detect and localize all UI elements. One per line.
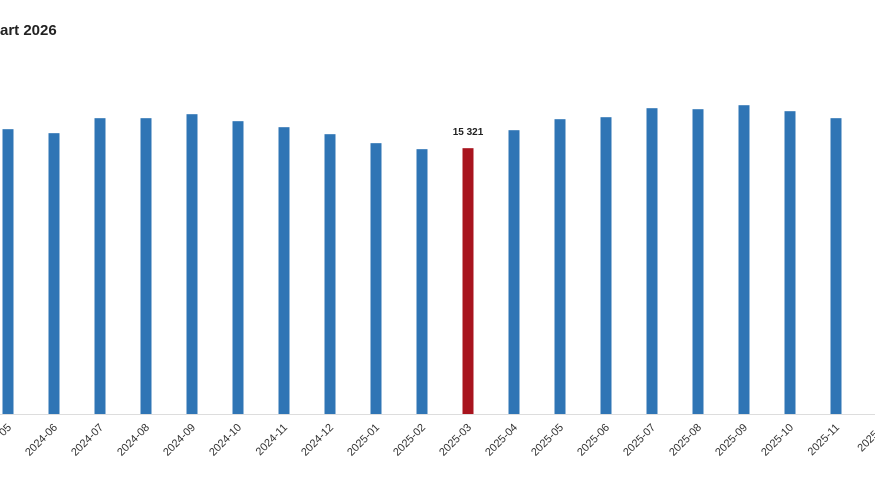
- bar: [830, 118, 842, 415]
- bar: [370, 143, 382, 414]
- x-tick-label: 05: [0, 422, 14, 439]
- x-tick-label: 2024-12: [299, 422, 336, 459]
- x-tick-label: 2024-10: [207, 422, 244, 459]
- bar: [140, 118, 152, 415]
- x-tick-label: 2025-05: [529, 422, 566, 459]
- bar: [784, 111, 796, 414]
- bar: [186, 114, 198, 414]
- x-tick-label: 2025-06: [575, 422, 612, 459]
- bar: [232, 121, 244, 414]
- x-tick-label: 2024-09: [161, 422, 198, 459]
- bar: [646, 108, 658, 414]
- x-tick-label: 2024-08: [115, 422, 152, 459]
- x-tick-label: 2025-09: [713, 422, 750, 459]
- bar: [324, 134, 336, 414]
- chart-title: art 2026: [0, 22, 57, 39]
- x-tick-label: 2025-07: [621, 422, 658, 459]
- bar: [416, 149, 428, 414]
- bar: [2, 129, 14, 414]
- bar: [554, 119, 566, 415]
- x-tick-label: 2025-03: [437, 422, 474, 459]
- bar: [508, 130, 520, 414]
- x-tick-label: 2024-07: [69, 422, 106, 459]
- x-tick-label: 2025-11: [806, 422, 842, 458]
- bar: [462, 148, 474, 414]
- x-tick-label: 2025-1: [855, 422, 875, 455]
- x-tick-label: 2025-02: [391, 422, 428, 459]
- bar: [692, 109, 704, 415]
- bar: [278, 127, 290, 415]
- x-tick-label: 2024-06: [23, 422, 60, 459]
- x-tick-label: 2025-04: [483, 422, 520, 459]
- x-tick-label: 2025-10: [759, 422, 796, 459]
- x-tick-label: 2025-01: [345, 422, 382, 459]
- x-tick-label: 2025-08: [667, 422, 704, 459]
- bar: [600, 117, 612, 415]
- x-tick-label: 2024-11: [254, 422, 290, 458]
- bar: [738, 105, 750, 414]
- bar: [48, 133, 60, 414]
- bar: [94, 118, 106, 415]
- value-label: 15 321: [453, 127, 484, 138]
